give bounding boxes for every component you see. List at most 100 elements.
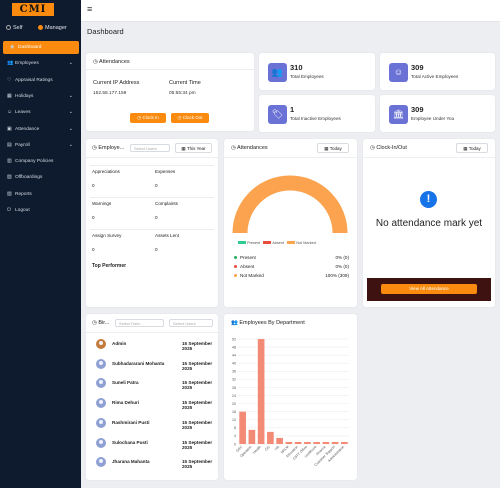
sidebar-item-logout[interactable]: ⏻ Logout [0,204,81,217]
bar-nrlm[interactable] [285,441,293,444]
status-dot-icon [234,256,237,259]
no-attendance-message: No attendance mark yet [375,218,483,229]
calendar-icon: ▦ [324,146,329,151]
bar-customer-support[interactable] [331,441,339,444]
stat-label: Employee Under You [411,116,455,121]
employees-icon: 👥 [7,60,14,67]
bar-administration[interactable] [341,441,348,444]
attendance-card-title: Attendances [99,59,130,65]
list-item: Admin 15 September 2025 [92,337,216,355]
stat-card-active-employees[interactable]: ☺ 309 Total Active Employees [380,53,495,90]
stat-card-employee-under-you[interactable]: 🏛 309 Employee Under You [380,95,495,132]
sidebar-item-reports[interactable]: ▨ Reports [0,188,81,201]
ip-value: 152.58.177.159 [93,91,127,96]
x-tick-label: CIC [264,444,271,451]
radio-self-icon[interactable] [6,25,11,30]
y-tick-label: 48 [232,345,236,349]
period-filter-button[interactable]: ▦ This Year [175,143,212,153]
reports-icon: ▨ [7,190,12,197]
divider [90,165,214,166]
attendance-period-label: Today [329,146,342,151]
select-date-dropdown[interactable]: Select Date... [115,319,164,327]
sidebar-item-leaves[interactable]: ☺ Leaves ⌄ [0,106,81,119]
stat-card-inactive-employees[interactable]: 🏷 1 Total Inactive Employees [259,95,375,132]
clock-out-button[interactable]: ◷ Clock Out [171,113,209,123]
sidebar-item-attendance[interactable]: ▣ Attendance ⌄ [0,123,81,136]
sidebar-item-dashboard[interactable]: ◉ Dashboard [3,41,79,54]
avatar [96,398,106,409]
legend-absent-label: Absent [272,241,285,245]
list-item: Suneli Patra 15 September 2025 [92,376,216,394]
calendar-icon: ▦ [463,146,468,151]
stat-value-complaints: 0 [155,215,158,220]
employee-card-title: Employe... [98,145,125,151]
time-value: 05:55:34 pm [169,91,196,96]
y-tick-label: 8 [234,426,236,430]
stat-value: 310 [290,63,303,72]
stat-card-total-employees[interactable]: 👥 310 Total Employees [259,53,375,90]
bar-gec[interactable] [239,411,246,444]
payroll-icon: ▤ [7,141,12,148]
sidebar-item-company-policies[interactable]: ▥ Company Policies [0,155,81,168]
legend-present-swatch [238,241,246,244]
birthday-name: Subhadararani Mohanta [112,360,165,366]
attendance-row-absent: Absent 0% (0) [234,264,349,269]
stat-value-assets-lent: 0 [155,247,158,252]
stat-value-warnings: 0 [92,215,95,220]
sidebar-item-label: Reports [15,191,32,197]
attendance-row-value: 100% (309) [325,273,349,278]
clock-icon: ◷ [92,145,97,151]
stat-value: 309 [411,105,424,114]
role-manager-toggle[interactable]: Manager [38,25,67,31]
sidebar-item-employees[interactable]: 👥 Employees ⌄ [0,57,81,70]
legend-not-marked-label: Not Marked [296,241,316,245]
sidebar-item-holidays[interactable]: ▦ Holidays ⌄ [0,90,81,103]
clock-period-button[interactable]: ▦ Today [456,143,488,153]
stat-label-assets-lent: Assets Lent [155,233,180,238]
period-filter-label: This Year [186,146,206,151]
sidebar-item-appraisal-ratings[interactable]: ♡ Appraisal Ratings [0,74,81,87]
clock-in-button[interactable]: ◷ Clock In [130,113,166,123]
hamburger-menu-icon[interactable]: ≡ [87,4,93,14]
y-tick-label: 12 [232,418,236,422]
bar-livelihood[interactable] [313,441,320,444]
sidebar-item-payroll[interactable]: ▤ Payroll ⌄ [0,139,81,152]
birthday-name: Rashmirani Pusti [112,419,150,425]
x-tick-label: HR [274,444,281,451]
birthday-date: 15 September 2025 [182,360,213,371]
bar-education[interactable] [294,441,302,444]
y-tick-label: 28 [232,386,236,390]
birthday-date: 15 September 2025 [182,341,213,351]
y-tick-label: 44 [232,353,236,357]
bar-finance[interactable] [322,441,330,444]
x-tick-label: GEC [235,444,243,452]
sidebar-item-offboardings[interactable]: ▧ Offboardings [0,171,81,184]
chevron-down-icon: ⌄ [68,125,73,132]
y-tick-label: 4 [234,434,236,438]
chevron-down-icon: ⌄ [68,60,73,67]
legend-not-marked-swatch [287,241,296,244]
bar-health[interactable] [257,339,265,444]
bar-cic[interactable] [267,431,274,444]
radio-manager-icon[interactable] [38,25,43,30]
view-all-attendance-button[interactable]: View All Attendance [381,284,477,294]
status-dot-icon [234,265,237,268]
bank-icon: 🏛 [389,105,408,124]
bar-hr[interactable] [276,437,283,444]
birthday-select-users-dropdown[interactable]: Select Users [169,319,213,327]
tag-icon: 🏷 [268,105,287,124]
bar-operation[interactable] [248,429,256,444]
sidebar-item-label: Dashboard [18,45,42,50]
birthday-card-title: Bir... [98,320,110,326]
avatar [96,457,106,468]
sidebar-item-label: Appraisal Ratings [15,77,53,83]
company-logo: CMI [12,3,54,16]
chevron-down-icon: ⌄ [68,109,73,116]
role-self-toggle[interactable]: Self [6,25,22,31]
x-tick-label: Health [252,445,262,455]
bar-csty-office[interactable] [304,441,311,444]
select-users-dropdown[interactable]: Select Users [130,144,170,152]
sidebar-item-label: Holidays [15,93,34,99]
users-icon: 👥 [268,63,287,82]
attendance-period-button[interactable]: ▦ Today [317,143,349,153]
